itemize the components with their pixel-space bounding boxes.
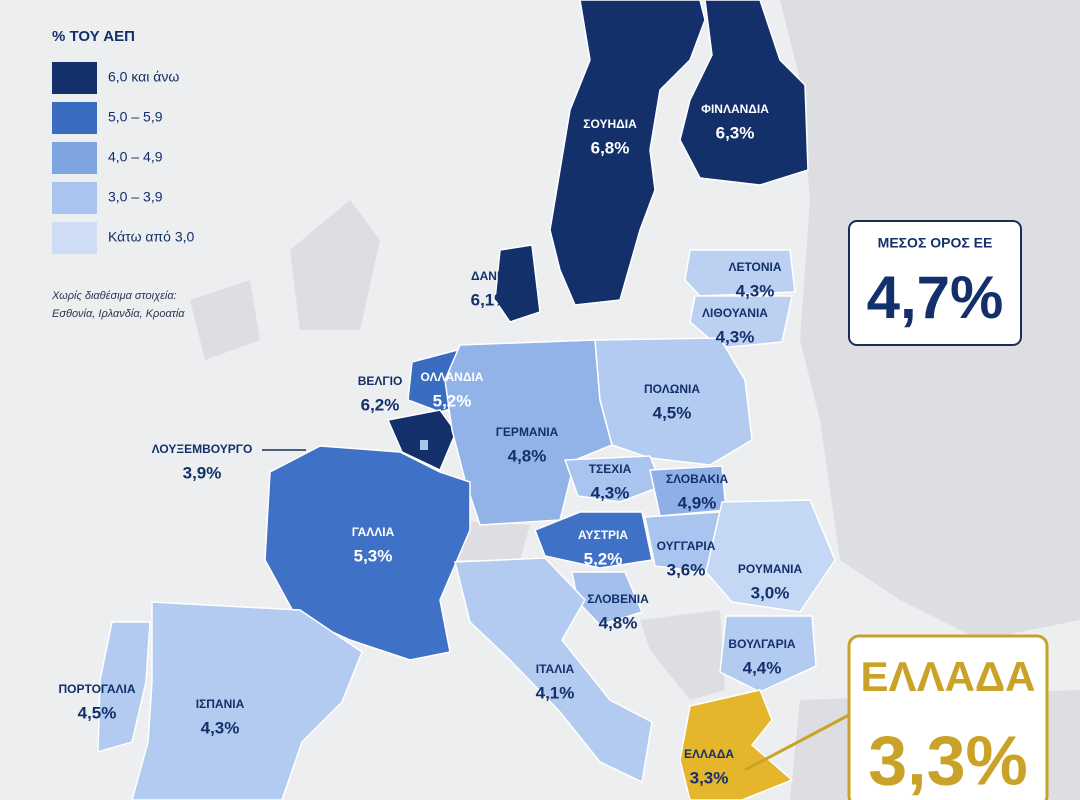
- region-value: 3,3%: [690, 768, 729, 787]
- callout-line: [744, 713, 850, 772]
- legend-label: 6,0 και άνω: [108, 69, 179, 85]
- land: [190, 280, 260, 360]
- region-name: ΓΑΛΛΙΑ: [352, 525, 395, 539]
- region: [684, 249, 796, 297]
- region: [719, 615, 817, 693]
- regions: [97, 0, 836, 800]
- region-name: ΣΛΟΒΑΚΙΑ: [666, 472, 729, 486]
- region-name: ΑΥΣΤΡΙΑ: [578, 528, 628, 542]
- region-value: 4,5%: [653, 403, 692, 422]
- region-name: ΛΕΤΟΝΙΑ: [728, 260, 781, 274]
- legend-swatch: [52, 102, 97, 134]
- region-name: ΡΟΥΜΑΝΙΑ: [738, 562, 803, 576]
- greece-callout-title: ΕΛΛΑΔΑ: [861, 653, 1036, 700]
- eu-average-title: ΜΕΣΟΣ ΟΡΟΣ ΕΕ: [878, 235, 993, 251]
- region-name: ΒΕΛΓΙΟ: [358, 374, 403, 388]
- region: [563, 455, 663, 503]
- region: [679, 689, 794, 800]
- legend-note: Χωρίς διαθέσιμα στοιχεία:: [51, 290, 177, 302]
- region-name: ΟΛΛΑΝΔΙΑ: [421, 370, 484, 384]
- region-value: 3,9%: [183, 463, 222, 482]
- greece-callout-value: 3,3%: [868, 721, 1028, 799]
- region-name: ΣΟΥΗΔΙΑ: [583, 117, 637, 131]
- region: [679, 0, 809, 186]
- region: [549, 0, 706, 306]
- region: [689, 295, 793, 349]
- region-value: 6,2%: [361, 395, 400, 414]
- greece-callout-box: [847, 634, 1049, 800]
- region-name: ΤΣΕΧΙΑ: [589, 462, 632, 476]
- region-value: 4,5%: [78, 703, 117, 722]
- region-name: ΠΟΡΤΟΓΑΛΙΑ: [58, 682, 135, 696]
- legend-title: % ΤΟΥ ΑΕΠ: [52, 28, 135, 45]
- region: [534, 511, 653, 569]
- region: [705, 499, 836, 613]
- region-name: ΛΟΥΞΕΜΒΟΥΡΓΟ: [152, 442, 253, 456]
- region-value: 4,8%: [599, 613, 638, 632]
- region-value: 6,1%: [471, 290, 510, 309]
- land: [640, 610, 725, 700]
- region-name: ΕΛΛΑΔΑ: [684, 747, 734, 761]
- region: [97, 621, 151, 754]
- region-name: ΔΑΝΙΑ: [471, 269, 509, 283]
- region-name: ΠΟΛΩΝΙΑ: [644, 382, 700, 396]
- region: [454, 557, 653, 784]
- region: [594, 337, 753, 466]
- region-value: 6,3%: [716, 123, 755, 142]
- legend-label: 5,0 – 5,9: [108, 109, 163, 125]
- region-value: 4,8%: [508, 446, 547, 465]
- land: [290, 200, 380, 330]
- region-value: 4,9%: [678, 493, 717, 512]
- legend-label: 4,0 – 4,9: [108, 149, 163, 165]
- legend-swatch: [52, 142, 97, 174]
- region-value: 5,3%: [354, 546, 393, 565]
- labels: ΣΟΥΗΔΙΑ 6,8% ΦΙΝΛΑΝΔΙΑ 6,3% ΔΑΝΙΑ 6,1% ΛΕΤΟΝΙΑ…: [58, 102, 802, 787]
- region-name: ΒΟΥΛΓΑΡΙΑ: [728, 637, 795, 651]
- eu-average-value: 4,7%: [867, 264, 1004, 331]
- region-value: 5,2%: [433, 391, 472, 410]
- region: [494, 244, 541, 323]
- region-value: 3,0%: [751, 583, 790, 602]
- region-name: ΙΤΑΛΙΑ: [536, 662, 575, 676]
- legend: 6,0 και άνω 5,0 – 5,9 4,0 – 4,9 3,0 – 3,9 Κά…: [52, 62, 195, 254]
- region-name: ΣΛΟΒΕΝΙΑ: [587, 592, 649, 606]
- legend-label: Κάτω από 3,0: [108, 229, 195, 245]
- region-name: ΙΣΠΑΝΙΑ: [196, 697, 245, 711]
- region-value: 4,3%: [591, 483, 630, 502]
- legend-swatch: [52, 222, 97, 254]
- legend-swatch: [52, 182, 97, 214]
- region-value: 5,2%: [584, 549, 623, 568]
- region: [131, 601, 363, 800]
- region-name: ΟΥΓΓΑΡΙΑ: [657, 539, 716, 553]
- legend-label: 3,0 – 3,9: [108, 189, 163, 205]
- region-name: ΛΙΘΟΥΑΝΙΑ: [702, 306, 768, 320]
- region-value: 4,3%: [736, 281, 775, 300]
- region-value: 4,4%: [743, 658, 782, 677]
- region-value: 3,6%: [667, 560, 706, 579]
- region-value: 6,8%: [591, 138, 630, 157]
- region-value: 4,3%: [201, 718, 240, 737]
- legend-swatch: [52, 62, 97, 94]
- region-name: ΓΕΡΜΑΝΙΑ: [496, 425, 559, 439]
- region: [420, 440, 428, 450]
- region-value: 4,1%: [536, 683, 575, 702]
- region-name: ΦΙΝΛΑΝΔΙΑ: [701, 102, 769, 116]
- legend-note: Εσθονία, Ιρλανδία, Κροατία: [52, 308, 185, 320]
- eu-average-box: [848, 220, 1022, 346]
- region-value: 4,3%: [716, 327, 755, 346]
